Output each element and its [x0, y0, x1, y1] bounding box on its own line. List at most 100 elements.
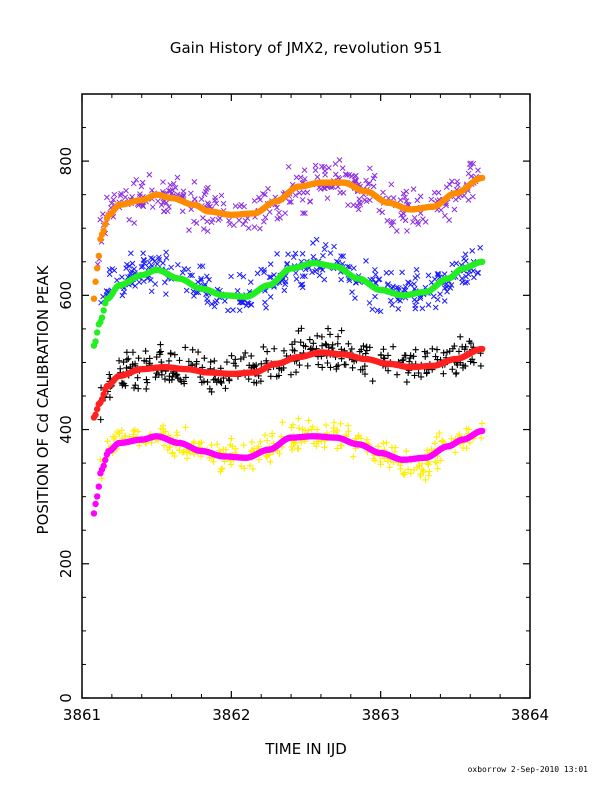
- data-point: [191, 218, 197, 225]
- data-point: [220, 200, 227, 207]
- data-point: [98, 475, 105, 482]
- data-point: [390, 195, 397, 201]
- data-point: [325, 343, 332, 351]
- data-point: [241, 203, 248, 210]
- data-point: [189, 346, 196, 354]
- data-point: [100, 211, 106, 217]
- data-point: [357, 201, 364, 208]
- fit-point: [95, 483, 103, 490]
- data-point: [140, 357, 148, 364]
- data-point: [232, 445, 239, 453]
- data-point: [260, 218, 267, 225]
- data-point: [372, 271, 379, 278]
- data-point: [389, 343, 397, 350]
- data-point: [180, 448, 188, 455]
- data-point: [288, 341, 296, 348]
- data-point: [292, 369, 300, 376]
- data-point: [267, 458, 274, 466]
- data-point: [242, 217, 249, 224]
- data-point: [298, 281, 304, 288]
- data-point: [250, 379, 258, 386]
- data-point: [366, 300, 373, 306]
- data-point: [288, 199, 294, 205]
- data-point: [288, 424, 295, 431]
- data-point: [166, 203, 172, 210]
- x-tick-label: 3864: [511, 706, 549, 724]
- data-point: [187, 272, 193, 279]
- data-point: [449, 178, 455, 185]
- data-point: [316, 272, 323, 279]
- data-point: [349, 173, 355, 180]
- data-point: [281, 287, 288, 294]
- data-point: [274, 204, 280, 211]
- data-point: [448, 282, 455, 288]
- data-point: [191, 293, 197, 299]
- data-point: [410, 466, 418, 473]
- data-point: [344, 171, 350, 178]
- data-point: [164, 446, 172, 453]
- data-point: [318, 333, 326, 341]
- data-point: [291, 440, 298, 447]
- data-point: [377, 308, 384, 315]
- data-point: [131, 220, 138, 226]
- data-point: [228, 352, 235, 359]
- data-point: [268, 432, 276, 440]
- data-point: [255, 443, 262, 450]
- data-point: [411, 372, 418, 379]
- data-point: [417, 373, 425, 381]
- data-point: [152, 281, 159, 287]
- data-point: [356, 196, 363, 202]
- fit-point: [93, 329, 101, 336]
- data-point: [377, 458, 384, 466]
- data-point: [404, 228, 410, 234]
- data-point: [131, 426, 139, 434]
- data-point: [432, 458, 439, 466]
- data-point: [415, 369, 422, 377]
- data-point: [228, 435, 235, 442]
- data-point: [301, 167, 308, 173]
- data-point: [376, 207, 383, 214]
- data-point: [226, 217, 232, 224]
- data-point: [160, 179, 166, 185]
- data-point: [437, 291, 443, 297]
- data-point: [123, 349, 131, 356]
- data-point: [352, 177, 358, 184]
- data-point: [261, 431, 269, 439]
- data-point: [300, 342, 307, 349]
- data-point: [147, 277, 154, 283]
- fit-point: [98, 396, 106, 403]
- data-point: [423, 349, 431, 357]
- data-point: [366, 344, 374, 351]
- fit-point: [479, 345, 486, 353]
- data-point: [300, 189, 307, 196]
- data-point: [126, 216, 133, 223]
- data-point: [370, 276, 376, 283]
- data-point: [118, 190, 124, 197]
- data-point: [160, 442, 168, 449]
- data-point: [113, 428, 121, 436]
- data-point: [123, 265, 129, 272]
- data-point: [130, 180, 137, 187]
- data-point: [342, 171, 349, 178]
- data-point: [149, 204, 156, 210]
- data-point: [266, 274, 273, 281]
- data-point: [346, 264, 353, 270]
- data-point: [455, 348, 463, 355]
- data-point: [470, 193, 476, 200]
- data-point: [173, 370, 180, 378]
- data-point: [97, 416, 104, 423]
- data-point: [134, 374, 141, 381]
- data-point: [251, 224, 258, 230]
- data-point: [459, 361, 467, 369]
- data-point: [309, 423, 316, 430]
- data-point: [261, 269, 267, 276]
- data-point: [435, 271, 442, 277]
- data-point: [451, 206, 458, 213]
- data-point: [299, 284, 306, 291]
- data-point: [176, 357, 183, 364]
- data-point: [425, 272, 432, 279]
- data-point: [322, 241, 329, 248]
- data-point: [463, 444, 470, 452]
- fit-point: [95, 252, 103, 260]
- data-point: [198, 275, 205, 282]
